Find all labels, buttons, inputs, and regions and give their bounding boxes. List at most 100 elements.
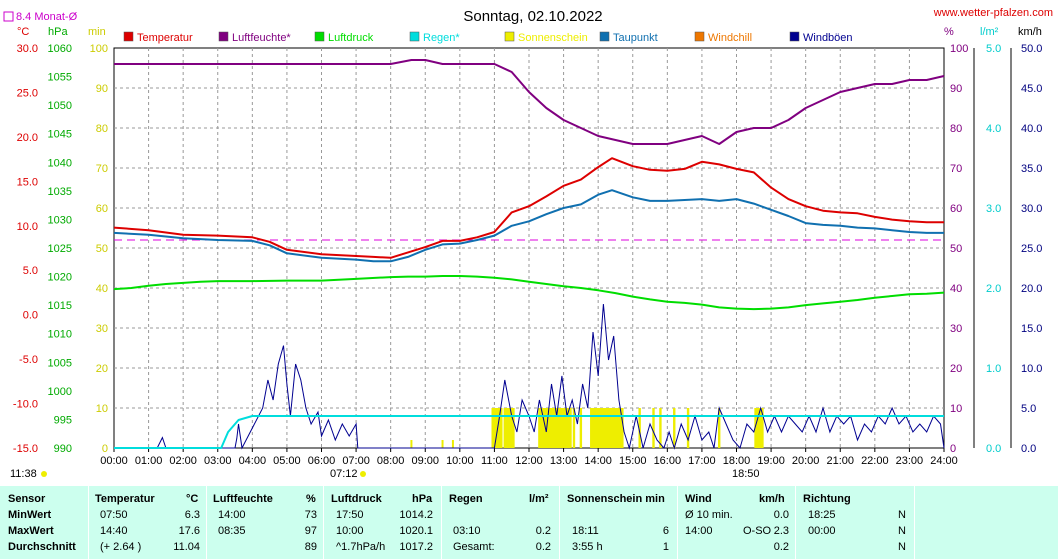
wind-tick-label: 20.0: [1021, 283, 1042, 295]
wind-tick-label: 35.0: [1021, 163, 1042, 175]
series-temperatur: [113, 157, 944, 259]
stats-cell-press-val: 1020.1: [399, 525, 433, 537]
sunshine-bar: [590, 408, 593, 448]
sunshine-bar: [564, 408, 567, 448]
chart-lines: [113, 59, 945, 450]
sunrise-label: 07:12: [330, 468, 358, 480]
sunshine-bar: [451, 440, 454, 448]
hdr-sensor: Sensor: [8, 493, 46, 505]
percent-tick-label: 60: [950, 203, 962, 215]
rain-tick-label: 3.0: [986, 203, 1001, 215]
stats-cell-temp-val: 6.3: [184, 509, 200, 521]
rain-tick-label: 0.0: [986, 443, 1001, 455]
x-tick-label: 12:00: [515, 455, 543, 467]
sunshine-bar: [605, 408, 609, 448]
percent-tick-label: 90: [950, 83, 962, 95]
legend-item: Luftfeuchte*: [232, 32, 291, 44]
sunshine-bar: [759, 408, 762, 448]
pressure-tick-label: 995: [54, 414, 72, 426]
temp-tick-label: 5.0: [23, 265, 38, 277]
sunshine-bar: [410, 440, 413, 448]
x-tick-label: 03:00: [204, 455, 232, 467]
monthly-avg-label: 8.4 Monat-Ø: [16, 11, 78, 23]
legend-item: Regen*: [423, 32, 460, 44]
site-link[interactable]: www.wetter-pfalzen.com: [933, 7, 1053, 19]
series-luftfeuchte: [114, 59, 945, 145]
stats-cell-temp-time: 14:40: [100, 525, 128, 537]
pressure-tick-label: 1060: [48, 43, 72, 55]
wind-tick-label: 30.0: [1021, 203, 1042, 215]
minutes-tick-label: 60: [96, 203, 108, 215]
stats-col-wind: [678, 486, 796, 559]
pressure-tick-label: 1015: [48, 300, 72, 312]
stats-col-press: [324, 486, 442, 559]
x-tick-label: 01:00: [135, 455, 163, 467]
stats-cell-hum-time: 14:00: [218, 509, 246, 521]
sunshine-bar: [552, 408, 555, 448]
pressure-tick-label: 1010: [48, 329, 72, 341]
time-left-label: 11:38: [10, 468, 37, 480]
stats-cell-hum-val: 97: [304, 525, 317, 537]
wind-tick-label: 0.0: [1021, 443, 1036, 455]
hdr-press: Luftdruck: [331, 493, 382, 505]
sunshine-bar: [615, 408, 619, 448]
percent-tick-label: 80: [950, 123, 962, 135]
hdr-press-unit: hPa: [412, 493, 433, 505]
hdr-wind: Wind: [685, 493, 712, 505]
sunshine-bar: [673, 408, 676, 448]
x-tick-label: 16:00: [654, 455, 682, 467]
sunshine-bar: [572, 408, 576, 448]
series-taupunkt: [113, 189, 944, 263]
series-regen: [114, 415, 944, 449]
sunshine-bar: [579, 408, 583, 448]
stats-cell-hum-val: 73: [304, 509, 317, 521]
stats-cell-temp-val: 17.6: [178, 525, 200, 537]
stats-cell-wind-val: 0.2: [773, 541, 789, 553]
pressure-tick-label: 1020: [48, 272, 72, 284]
hdr-dir: Richtung: [803, 493, 851, 505]
legend-swatch: [314, 31, 325, 42]
stats-cell-dir-time: 18:25: [808, 509, 836, 521]
sunshine-bar: [500, 408, 503, 448]
percent-tick-label: 10: [950, 403, 962, 415]
pressure-tick-label: 1000: [48, 386, 72, 398]
x-tick-label: 18:00: [723, 455, 751, 467]
rain-tick-label: 5.0: [986, 43, 1001, 55]
wind-tick-label: 25.0: [1021, 243, 1042, 255]
legend-swatch: [599, 31, 610, 42]
temp-tick-label: 30.0: [17, 43, 38, 55]
stats-cell-wind-time: 14:00: [685, 525, 713, 537]
sunshine-bar: [756, 408, 759, 448]
sunshine-bar: [617, 408, 621, 448]
stats-cell-rain-val: 0.2: [535, 541, 551, 553]
sunset-label: 18:50: [732, 468, 760, 480]
wind-tick-label: 10.0: [1021, 363, 1042, 375]
sunshine-bar: [686, 408, 690, 448]
sunshine-bar: [602, 408, 605, 448]
stats-cell-press-time: 10:00: [336, 525, 364, 537]
wind-tick-label: 15.0: [1021, 323, 1042, 335]
sunshine-bar: [621, 408, 624, 448]
stats-cell-sun-time: 18:11: [572, 525, 599, 537]
percent-tick-label: 70: [950, 163, 962, 175]
sunshine-bar: [591, 408, 595, 448]
percent-tick-label: 20: [950, 363, 962, 375]
rain-tick-label: 4.0: [986, 123, 1001, 135]
minutes-tick-label: 100: [90, 43, 108, 55]
sunshine-bar: [543, 408, 546, 448]
legend-item: Temperatur: [137, 32, 193, 44]
sunshine-bar: [567, 408, 570, 448]
stats-cell-label: MinWert: [8, 509, 52, 521]
x-tick-label: 14:00: [584, 455, 612, 467]
x-tick-label: 23:00: [896, 455, 924, 467]
series-windboeen: [114, 303, 945, 450]
sunrise-sun-icon: [360, 471, 366, 477]
percent-tick-label: 0: [950, 443, 956, 455]
sunshine-bar: [610, 408, 614, 448]
x-tick-label: 08:00: [377, 455, 405, 467]
sunshine-bar: [507, 408, 510, 448]
monthly-avg-checkbox[interactable]: [3, 11, 14, 22]
temp-tick-label: -10.0: [13, 399, 38, 411]
hdr-rain: Regen: [449, 493, 483, 505]
percent-tick-label: 40: [950, 283, 962, 295]
